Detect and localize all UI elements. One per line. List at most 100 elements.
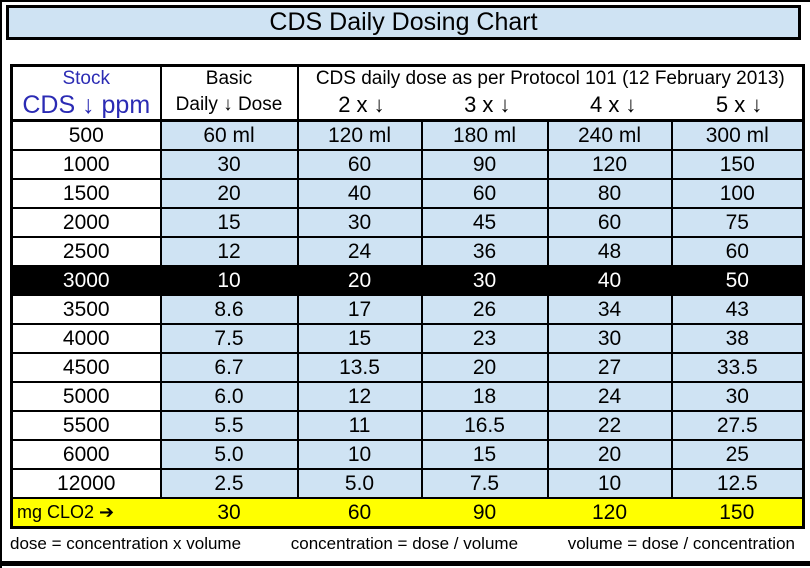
dose-value-cell: 48: [546, 236, 673, 267]
stock-ppm-cell: 1500: [10, 178, 162, 209]
dose-value-cell: 12: [296, 381, 423, 412]
dose-value-cell: 30: [159, 149, 299, 180]
dosing-table: Stock CDS ↓ ppm Basic Daily ↓ Dose CDS d…: [10, 64, 806, 529]
table-row: 4000 7.5 15 23 30 38: [10, 323, 805, 354]
dose-value-cell: 90: [420, 149, 549, 180]
page-title: CDS Daily Dosing Chart: [269, 8, 538, 36]
dose-value-cell: 25: [670, 439, 805, 470]
header-row: Stock CDS ↓ ppm Basic Daily ↓ Dose CDS d…: [10, 64, 805, 122]
table-row: 4500 6.7 13.5 20 27 33.5: [10, 352, 805, 383]
table-row: 500 60 ml 120 ml 180 ml 240 ml 300 ml: [10, 119, 805, 151]
dose-value-cell: 7.5: [420, 468, 549, 499]
mg-clo2-value-cell: 120: [547, 497, 672, 529]
dose-value-cell: 27: [546, 352, 673, 383]
stock-ppm-cell: 4000: [10, 323, 162, 354]
table-row: 1500 20 40 60 80 100: [10, 178, 805, 209]
dose-value-cell: 34: [546, 294, 673, 325]
dose-value-cell: 30: [670, 381, 805, 412]
stock-ppm-cell: 1000: [10, 149, 162, 180]
dose-value-cell: 60: [296, 149, 423, 180]
stock-ppm-cell: 12000: [10, 468, 162, 499]
multiplier-label: 2 x ↓: [338, 92, 385, 117]
multiplier-label: 5 x ↓: [715, 92, 763, 117]
dose-value-cell: 20: [420, 352, 549, 383]
dose-value-cell: 11: [296, 410, 423, 441]
header-stock-label: Stock: [62, 68, 111, 89]
dose-value-cell: 30: [296, 207, 423, 238]
dose-value-cell: 10: [159, 265, 299, 296]
stock-ppm-cell: 4500: [10, 352, 162, 383]
mg-clo2-label: mg CLO2 ➔: [11, 497, 161, 529]
header-basic-label: Basic: [205, 68, 253, 89]
dose-value-cell: 180 ml: [420, 119, 549, 151]
dose-value-cell: 6.0: [159, 381, 299, 412]
mg-clo2-row: mg CLO2 ➔ 30 60 90 120 150: [11, 497, 804, 529]
dose-value-cell: 33.5: [670, 352, 805, 383]
table-row: 6000 5.0 10 15 20 25: [10, 439, 805, 470]
formula-text: concentration = dose / volume: [290, 534, 519, 553]
dose-value-cell: 10: [296, 439, 423, 470]
dose-value-cell: 2.5: [159, 468, 299, 499]
formula-text: volume = dose / concentration: [567, 534, 795, 553]
stock-ppm-cell: 5500: [10, 410, 162, 441]
dose-value-cell: 300 ml: [670, 119, 805, 151]
stock-ppm-cell: 3000: [10, 265, 162, 296]
dose-value-cell: 40: [296, 178, 423, 209]
dose-value-cell: 12.5: [670, 468, 805, 499]
stock-ppm-cell: 3500: [10, 294, 162, 325]
dose-value-cell: 22: [546, 410, 673, 441]
dose-value-cell: 30: [546, 323, 673, 354]
dose-value-cell: 26: [420, 294, 549, 325]
formula-text: dose = concentration x volume: [10, 534, 242, 553]
protocol-title: CDS daily dose as per Protocol 101 (12 F…: [315, 68, 785, 89]
multiplier-labels: 2 x ↓ 3 x ↓ 4 x ↓ 5 x ↓: [300, 91, 802, 118]
dose-value-cell: 20: [296, 265, 423, 296]
dose-value-cell: 60: [420, 178, 549, 209]
table-row: 2000 15 30 45 60 75: [10, 207, 805, 238]
dose-value-cell: 27.5: [670, 410, 805, 441]
dose-value-cell: 75: [670, 207, 805, 238]
dose-value-cell: 15: [296, 323, 423, 354]
table-row: 3500 8.6 17 26 34 43: [10, 294, 805, 325]
mg-clo2-value-cell: 150: [671, 497, 804, 529]
formula-strip: dose = concentration x volume concentrati…: [10, 534, 795, 554]
table-body: 500 60 ml 120 ml 180 ml 240 ml 300 ml 1000 30 60…: [10, 119, 805, 529]
dose-value-cell: 60 ml: [159, 119, 299, 151]
table-row: 2500 12 24 36 48 60: [10, 236, 805, 267]
dose-value-cell: 16.5: [420, 410, 549, 441]
dose-value-cell: 23: [420, 323, 549, 354]
dose-value-cell: 6.7: [159, 352, 299, 383]
stock-ppm-cell: 2000: [10, 207, 162, 238]
dose-value-cell: 43: [670, 294, 805, 325]
table-row: 3000 10 20 30 40 50: [10, 265, 805, 296]
dose-value-cell: 120 ml: [296, 119, 423, 151]
dose-value-cell: 10: [546, 468, 673, 499]
dose-value-cell: 8.6: [159, 294, 299, 325]
dose-value-cell: 38: [670, 323, 805, 354]
mg-clo2-value-cell: 30: [160, 497, 298, 529]
mg-clo2-value-cell: 60: [297, 497, 422, 529]
table-row: 5000 6.0 12 18 24 30: [10, 381, 805, 412]
stock-ppm-cell: 5000: [10, 381, 162, 412]
dose-value-cell: 20: [159, 178, 299, 209]
dose-value-cell: 80: [546, 178, 673, 209]
dose-value-cell: 5.5: [159, 410, 299, 441]
dose-value-cell: 60: [670, 236, 805, 267]
dose-value-cell: 15: [159, 207, 299, 238]
header-stock-cell: Stock CDS ↓ ppm: [10, 64, 162, 122]
chart-title-box: CDS Daily Dosing Chart: [6, 5, 801, 40]
dose-value-cell: 18: [420, 381, 549, 412]
dose-value-cell: 30: [420, 265, 549, 296]
stock-ppm-cell: 500: [10, 119, 162, 151]
table-row: 1000 30 60 90 120 150: [10, 149, 805, 180]
dose-value-cell: 24: [296, 236, 423, 267]
stock-ppm-cell: 2500: [10, 236, 162, 267]
mg-clo2-value-cell: 90: [421, 497, 548, 529]
dose-value-cell: 24: [546, 381, 673, 412]
table-header: Stock CDS ↓ ppm Basic Daily ↓ Dose CDS d…: [10, 64, 805, 122]
table-row: 12000 2.5 5.0 7.5 10 12.5: [10, 468, 805, 499]
header-daily-dose-label: Daily ↓ Dose: [175, 94, 283, 115]
header-basic-cell: Basic Daily ↓ Dose: [159, 64, 299, 122]
dose-value-cell: 100: [670, 178, 805, 209]
